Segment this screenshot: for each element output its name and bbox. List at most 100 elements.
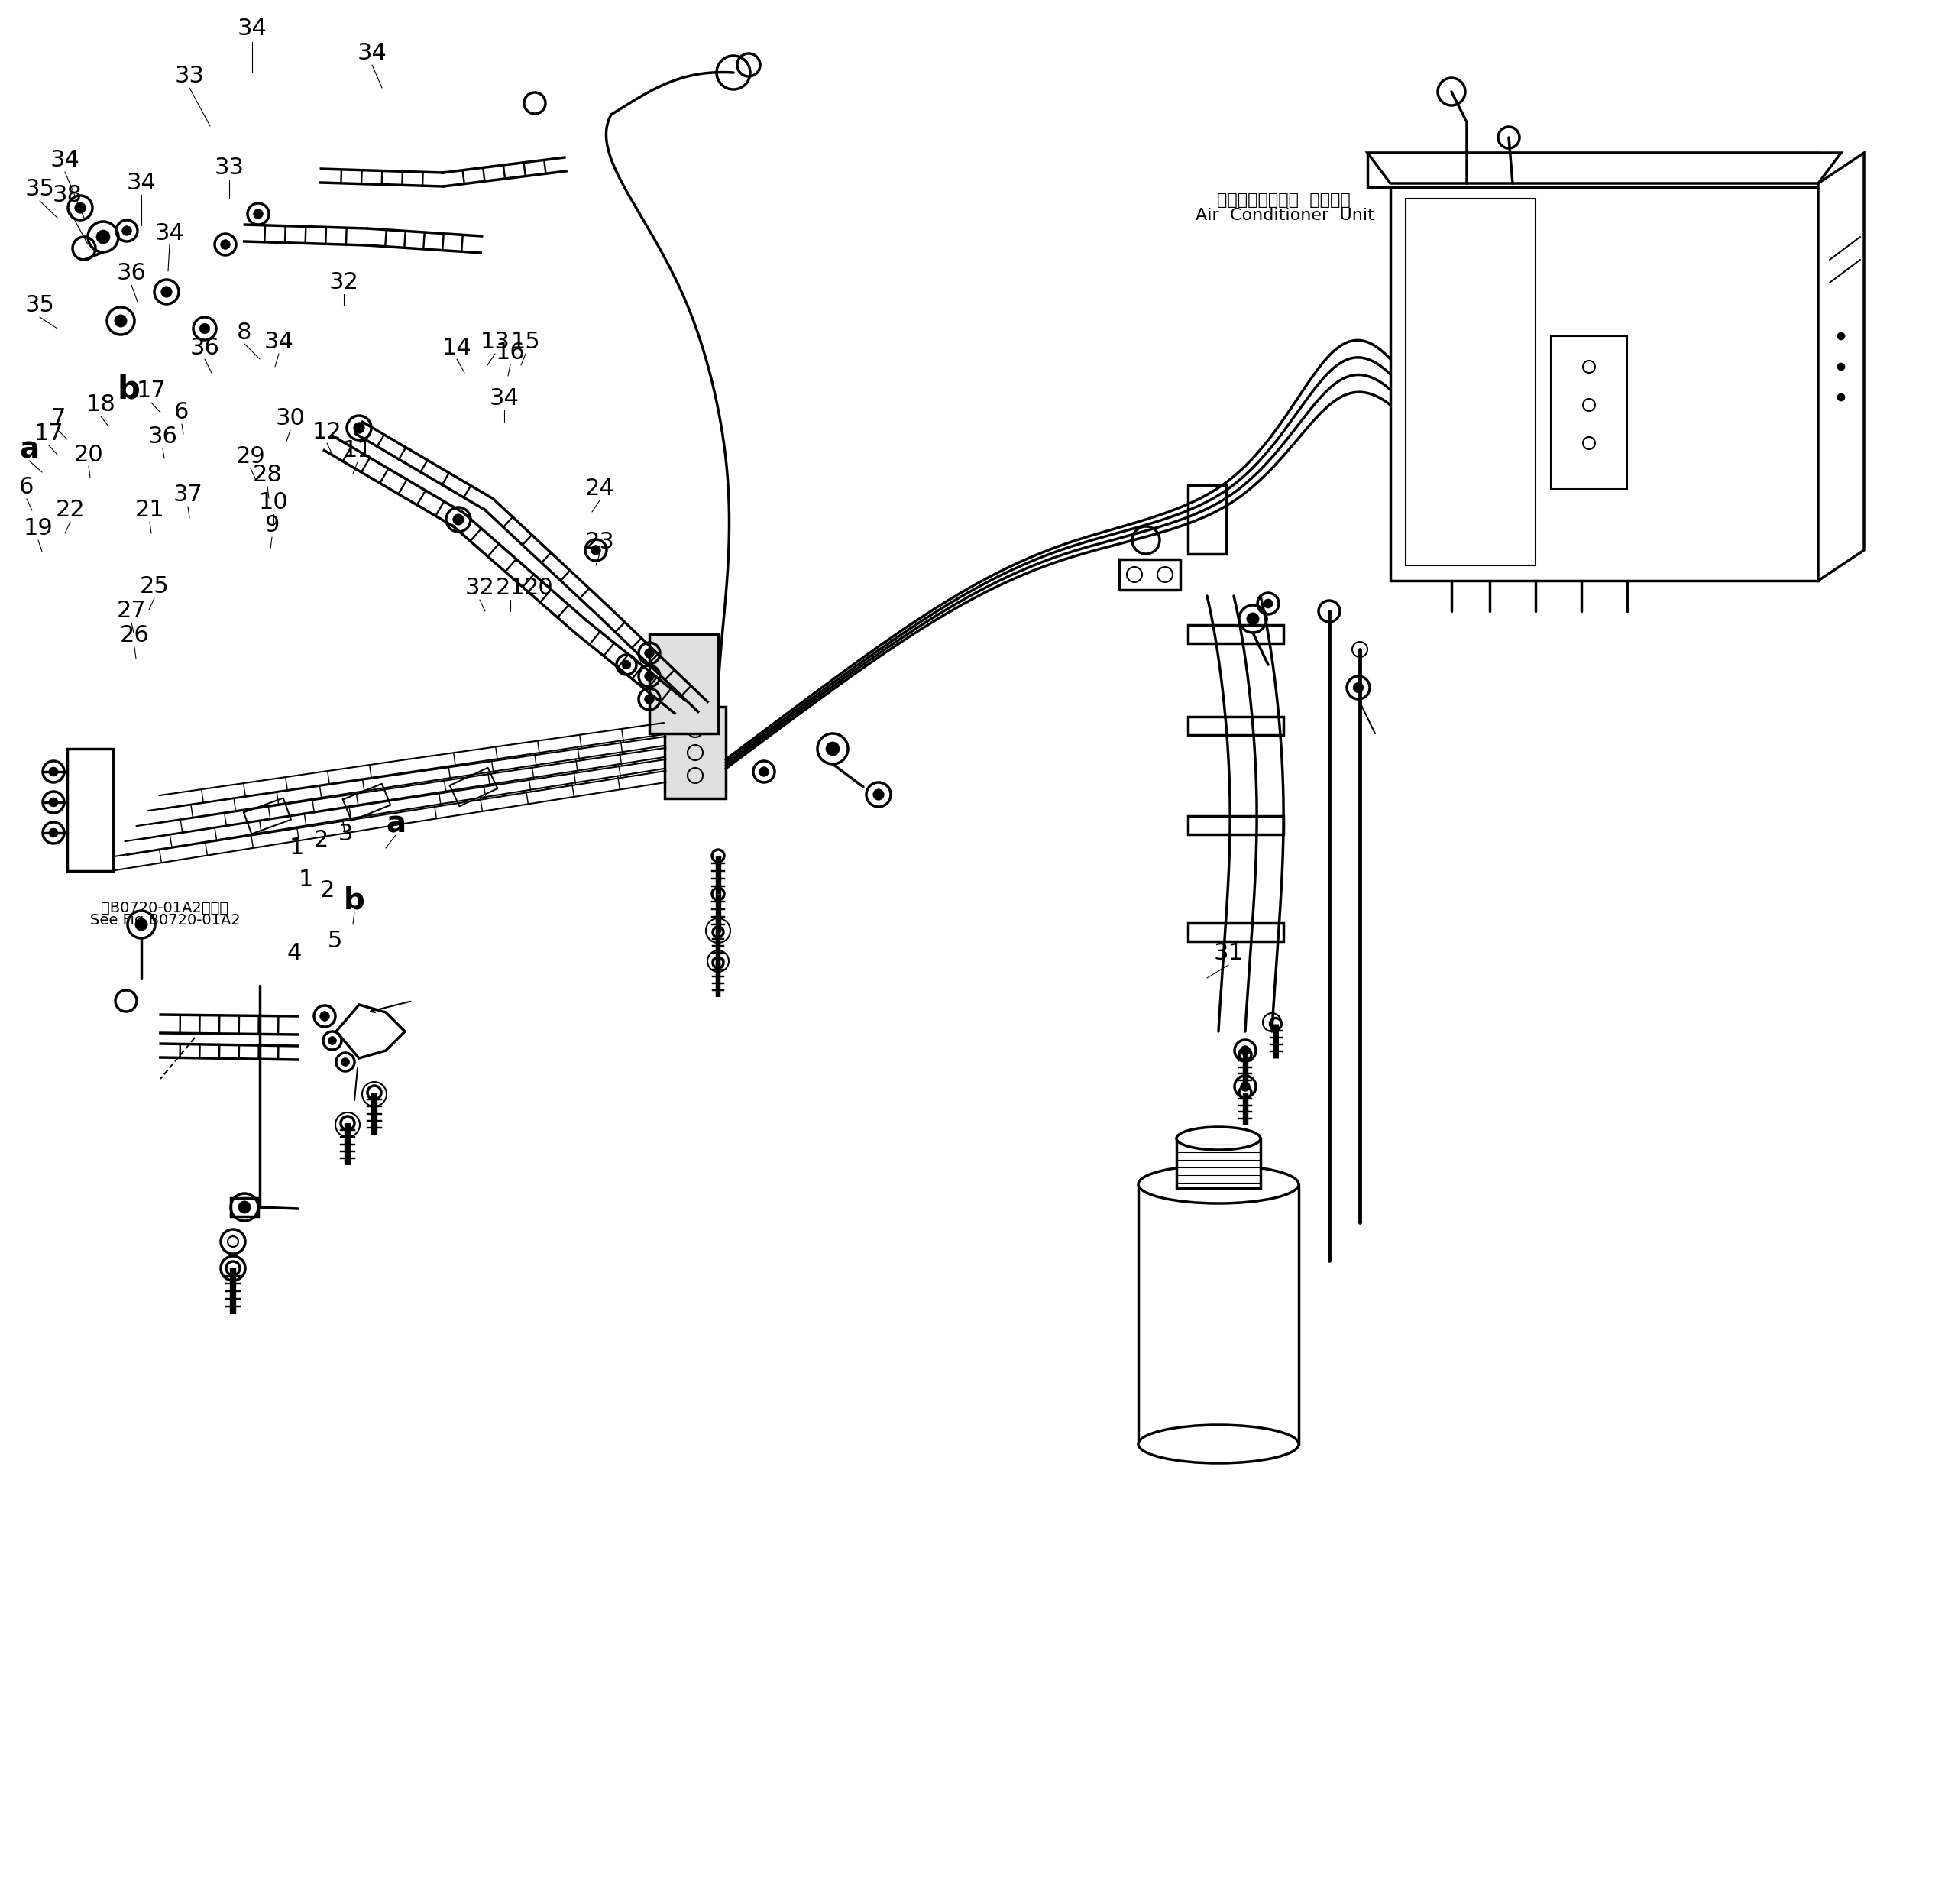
- Circle shape: [134, 918, 148, 931]
- Text: 34: 34: [490, 388, 519, 409]
- Circle shape: [161, 286, 171, 297]
- Circle shape: [354, 423, 364, 434]
- Text: 34: 34: [51, 149, 80, 171]
- Text: Air  Conditioner  Unit: Air Conditioner Unit: [1196, 208, 1375, 223]
- Text: 36: 36: [148, 426, 177, 447]
- Circle shape: [1264, 600, 1272, 607]
- Bar: [1367, 152, 1819, 187]
- Ellipse shape: [1138, 1165, 1299, 1203]
- Text: 11: 11: [342, 440, 371, 463]
- Circle shape: [1838, 394, 1846, 402]
- Circle shape: [1247, 613, 1258, 625]
- Ellipse shape: [1138, 1424, 1299, 1462]
- Text: 26: 26: [121, 625, 150, 647]
- Circle shape: [329, 1036, 336, 1045]
- Circle shape: [239, 1201, 251, 1213]
- Circle shape: [340, 1059, 350, 1066]
- Circle shape: [220, 240, 230, 249]
- Text: 9: 9: [265, 514, 280, 537]
- Circle shape: [1354, 682, 1363, 693]
- Text: 7: 7: [51, 407, 66, 430]
- Text: 4: 4: [286, 942, 301, 965]
- Text: 32: 32: [329, 272, 358, 293]
- Text: 35: 35: [25, 295, 54, 316]
- Text: 3: 3: [338, 823, 352, 845]
- Text: 34: 34: [126, 171, 156, 194]
- Circle shape: [319, 1011, 329, 1021]
- Bar: [1188, 716, 1284, 735]
- Text: 13: 13: [480, 331, 510, 354]
- Text: a: a: [19, 434, 39, 465]
- Text: 17: 17: [136, 381, 165, 402]
- Text: b: b: [117, 373, 140, 406]
- Text: 6: 6: [175, 402, 189, 425]
- Circle shape: [591, 545, 601, 554]
- Text: 20: 20: [523, 577, 554, 600]
- Text: 37: 37: [173, 484, 202, 506]
- Bar: [1391, 183, 1819, 581]
- Circle shape: [115, 314, 126, 327]
- Text: 6: 6: [19, 476, 35, 499]
- Polygon shape: [336, 1005, 405, 1059]
- Text: 34: 34: [358, 42, 387, 65]
- Text: 23: 23: [585, 531, 615, 554]
- Text: 5: 5: [327, 931, 342, 952]
- Circle shape: [1838, 364, 1846, 371]
- Circle shape: [74, 202, 86, 213]
- Bar: [1138, 1184, 1299, 1443]
- Text: 32: 32: [465, 577, 494, 600]
- Text: 30: 30: [276, 407, 305, 430]
- Circle shape: [200, 324, 210, 333]
- Text: 2: 2: [319, 880, 335, 901]
- Text: 22: 22: [56, 499, 86, 522]
- Text: 35: 35: [25, 179, 54, 200]
- Circle shape: [1241, 1045, 1251, 1055]
- Text: 15: 15: [512, 331, 541, 354]
- Text: 34: 34: [265, 331, 294, 354]
- Circle shape: [123, 227, 132, 236]
- Text: 14: 14: [442, 337, 471, 358]
- Text: 27: 27: [117, 600, 146, 623]
- Bar: [231, 1198, 259, 1217]
- Text: 24: 24: [585, 478, 615, 501]
- Text: 29: 29: [235, 446, 265, 468]
- Text: 38: 38: [53, 185, 82, 206]
- Bar: [665, 706, 725, 798]
- Text: 第B0720-01A2図参照: 第B0720-01A2図参照: [101, 901, 230, 916]
- Polygon shape: [1819, 152, 1863, 581]
- Bar: [1406, 198, 1535, 565]
- Text: 19: 19: [23, 518, 53, 541]
- Bar: [1177, 1139, 1260, 1188]
- Text: 8: 8: [237, 322, 253, 343]
- Text: 34: 34: [237, 17, 266, 40]
- Text: 28: 28: [253, 465, 282, 486]
- Circle shape: [873, 788, 885, 800]
- Bar: [1188, 625, 1284, 644]
- Circle shape: [1838, 333, 1846, 341]
- Circle shape: [49, 767, 58, 777]
- Circle shape: [644, 649, 654, 659]
- Circle shape: [49, 798, 58, 807]
- Text: 36: 36: [191, 337, 220, 358]
- Text: 18: 18: [86, 394, 115, 415]
- Text: エアコンデショナ  ユニット: エアコンデショナ ユニット: [1218, 192, 1350, 208]
- Text: 20: 20: [74, 444, 103, 466]
- Bar: [1188, 486, 1225, 554]
- Text: 1: 1: [290, 838, 303, 859]
- Text: 21: 21: [134, 499, 165, 522]
- Circle shape: [622, 661, 630, 668]
- Text: 31: 31: [1214, 942, 1243, 965]
- Text: See Fig.B0720-01A2: See Fig.B0720-01A2: [89, 914, 239, 927]
- Text: b: b: [344, 885, 366, 914]
- Circle shape: [453, 514, 463, 526]
- Text: 25: 25: [140, 575, 169, 598]
- Text: 34: 34: [156, 223, 185, 244]
- Text: 2: 2: [313, 830, 329, 851]
- Bar: [1550, 337, 1628, 489]
- Text: 16: 16: [496, 343, 525, 364]
- Circle shape: [644, 695, 654, 704]
- Text: 1: 1: [298, 868, 313, 891]
- Text: 12: 12: [311, 421, 342, 444]
- Circle shape: [95, 230, 111, 244]
- Circle shape: [827, 743, 840, 756]
